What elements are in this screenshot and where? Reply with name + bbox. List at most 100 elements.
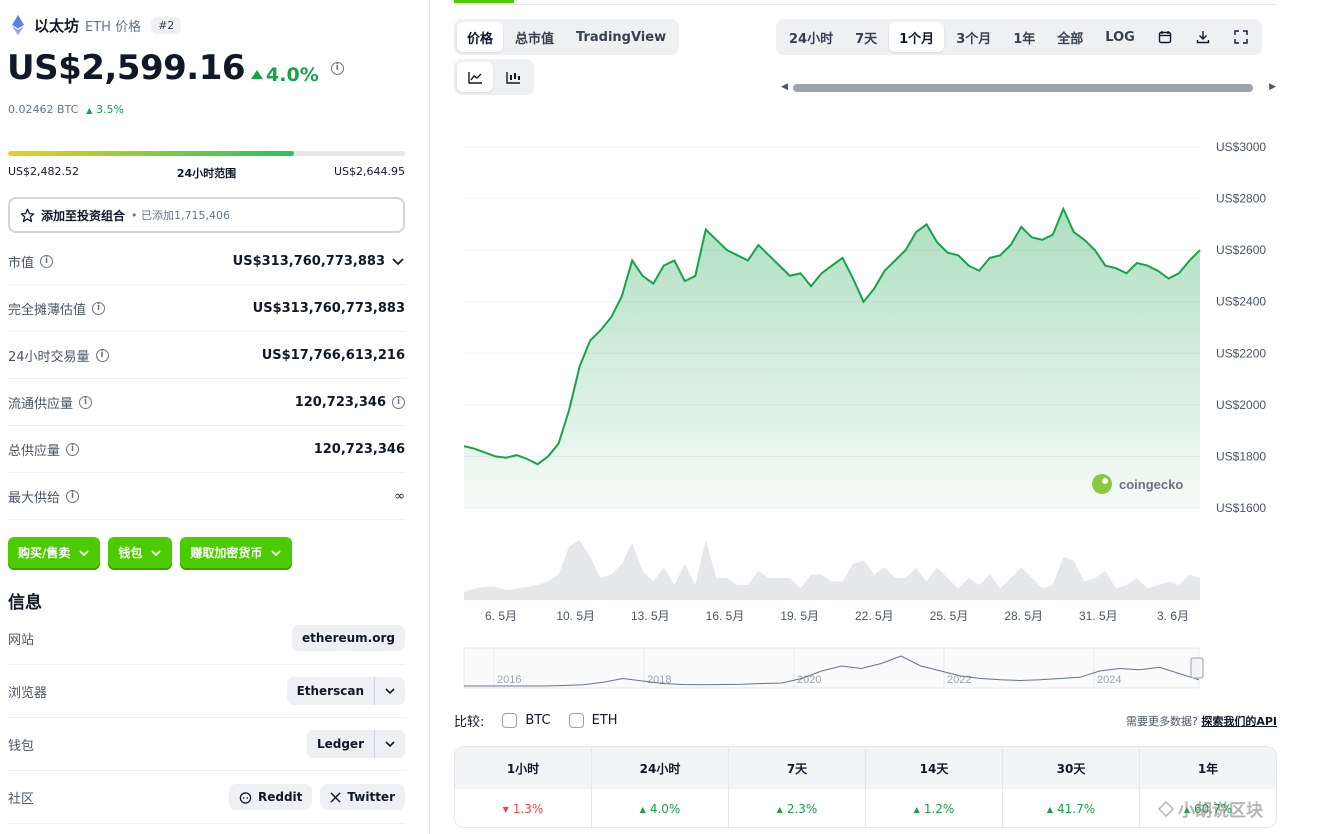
price-area [464, 208, 1200, 508]
tab-price[interactable]: 价格 [457, 22, 504, 52]
info-icon[interactable]: i [66, 489, 80, 503]
perf-header-30d: 30天 [1003, 747, 1140, 789]
chevron-down-icon[interactable] [375, 685, 405, 697]
info-icon[interactable]: i [330, 61, 344, 75]
earn-crypto-button[interactable]: 赚取加密货币 [180, 537, 293, 568]
wallet-dropdown[interactable]: Ledger [306, 730, 405, 758]
wallet-row-label: 钱包 [8, 738, 35, 754]
compare-btc-label: BTC [525, 713, 551, 728]
perf-value-1y: ▲ 60.7% [1140, 789, 1276, 827]
buy-sell-label: 购买/售卖 [18, 546, 71, 560]
info-icon[interactable]: i [92, 301, 106, 315]
tab-7d[interactable]: 7天 [855, 31, 878, 47]
performance-table: 1小时 24小时 7天 14天 30天 1年 ▼ 1.3% ▲ 4.0% ▲ 2.3%… [454, 746, 1277, 828]
info-icon[interactable]: i [66, 442, 80, 456]
tab-log[interactable]: LOG [1105, 29, 1135, 45]
overview-tick-label: 2018 [647, 674, 671, 686]
stat-value: US$17,766,613,216 [261, 347, 405, 363]
tab-market-cap[interactable]: 总市值 [515, 31, 555, 47]
price-change-value: 4.0% [266, 63, 319, 86]
action-buttons: 购买/售卖 钱包 赚取加密货币 [8, 537, 293, 568]
line-chart-icon[interactable] [457, 62, 493, 92]
buy-sell-button[interactable]: 购买/售卖 [8, 537, 101, 568]
24h-range-fill [8, 151, 294, 156]
watermark-logo-icon [1158, 800, 1174, 817]
explorer-row: 浏览器 Etherscan [8, 665, 405, 718]
tab-all[interactable]: 全部 [1057, 31, 1084, 47]
x-tick-label: 16. 5月 [706, 609, 745, 623]
candlestick-icon[interactable] [495, 62, 531, 92]
chevron-down-icon[interactable] [375, 738, 405, 750]
coin-overview-panel: 以太坊 ETH 价格 #2 US$2,599.16 4.0% i 0.02462… [0, 0, 430, 834]
coingecko-logo-icon [1092, 474, 1112, 494]
calendar-icon[interactable] [1147, 22, 1183, 52]
explorer-link[interactable]: Etherscan [287, 677, 375, 705]
triangle-up-icon: ▲ [1046, 804, 1054, 814]
website-link[interactable]: ethereum.org [292, 625, 405, 651]
compare-btc-checkbox[interactable] [502, 713, 518, 728]
scroll-right-icon[interactable]: ▶ [1269, 82, 1276, 92]
overview-handle[interactable] [1190, 657, 1204, 679]
reddit-icon [239, 791, 252, 804]
twitter-link[interactable]: Twitter [320, 784, 405, 810]
info-icon[interactable]: i [95, 348, 109, 362]
scroll-thumb[interactable] [793, 84, 1253, 92]
add-to-portfolio-button[interactable]: 添加至投资组合 • 已添加1,715,406 [8, 197, 405, 233]
stat-label: 完全摊薄估值 [8, 302, 87, 318]
stat-row-fdv: 完全摊薄估值 i US$313,760,773,883 [8, 285, 405, 332]
x-tick-label: 31. 5月 [1079, 609, 1118, 623]
tab-3m[interactable]: 3个月 [956, 31, 992, 47]
watermark-text: 小胡说区块 [1178, 801, 1263, 821]
download-icon[interactable] [1185, 22, 1221, 52]
perf-header-1y: 1年 [1197, 761, 1219, 776]
stat-label: 总供应量 [8, 443, 61, 459]
x-tick-label: 3. 6月 [1157, 609, 1189, 623]
stats-list: 市值 i US$313,760,773,883 完全摊薄估值 i US$313,76… [8, 238, 405, 520]
stat-value: US$313,760,773,883 [232, 253, 385, 269]
chevron-down-icon[interactable] [391, 254, 405, 268]
twitter-label: Twitter [347, 790, 395, 804]
tab-tradingview[interactable]: TradingView [576, 29, 667, 45]
fullscreen-icon[interactable] [1223, 22, 1259, 52]
active-tab-indicator [454, 0, 514, 3]
price-chart[interactable]: US$3000 US$2800 US$2600 US$2400 US$2200 US$20… [431, 130, 1344, 695]
coingecko-eye [1102, 478, 1108, 484]
compare-row: 比较: BTC ETH 需要更多数据? 探索我们的API [454, 711, 1277, 730]
chart-scrollbar[interactable]: ◀ ▶ [781, 82, 1276, 94]
tab-24h[interactable]: 24小时 [789, 31, 834, 47]
scroll-left-icon[interactable]: ◀ [781, 82, 788, 92]
chart-type-tabs: 价格 总市值 TradingView [454, 19, 680, 55]
range-label: 24小时范围 [176, 167, 237, 180]
stat-label: 流通供应量 [8, 396, 74, 412]
api-link[interactable]: 探索我们的API [1201, 714, 1277, 728]
perf-value-text: 2.3% [786, 802, 818, 816]
explorer-label: 浏览器 [8, 685, 48, 701]
explorer-dropdown[interactable]: Etherscan [286, 677, 405, 705]
y-tick-label: US$1800 [1216, 449, 1266, 463]
info-icon[interactable]: i [392, 395, 405, 409]
x-tick-label: 28. 5月 [1004, 609, 1043, 623]
y-tick-label: US$2600 [1216, 243, 1266, 257]
range-high: US$2,644.95 [333, 165, 405, 178]
reddit-link[interactable]: Reddit [228, 784, 313, 810]
info-icon[interactable]: i [40, 254, 54, 268]
wallet-link[interactable]: Ledger [307, 730, 375, 758]
compare-eth-checkbox[interactable] [568, 713, 584, 728]
stat-row-total-supply: 总供应量 i 120,723,346 [8, 426, 405, 473]
wallet-button[interactable]: 钱包 [108, 537, 173, 568]
divider [454, 4, 1277, 5]
chart-panel: 价格 总市值 TradingView 24小时 7天 1个月 3个月 1年 全部… [431, 0, 1344, 834]
performance-header-row: 1小时 24小时 7天 14天 30天 1年 [455, 747, 1276, 789]
chevron-down-icon [151, 549, 162, 556]
info-icon[interactable]: i [79, 395, 93, 409]
perf-header-14d: 14天 [866, 747, 1003, 789]
tab-1y[interactable]: 1年 [1013, 31, 1036, 47]
24h-range-bar [8, 151, 405, 156]
portfolio-count: • 已添加1,715,406 [131, 209, 230, 222]
y-tick-label: US$2400 [1216, 295, 1266, 309]
y-tick-label: US$3000 [1216, 140, 1266, 154]
api-note: 需要更多数据? 探索我们的API [1126, 713, 1277, 729]
watermark: 小胡说区块 [1158, 796, 1263, 821]
overview-tick-label: 2024 [1097, 674, 1121, 686]
tab-1m[interactable]: 1个月 [889, 22, 945, 52]
